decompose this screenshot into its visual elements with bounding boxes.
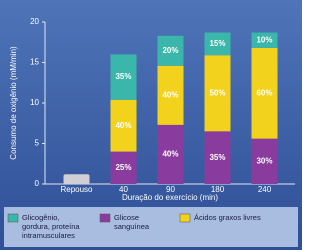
bar-segment	[204, 55, 231, 132]
share-label: 40%	[162, 90, 178, 99]
bar-segment	[204, 131, 231, 184]
share-label: 30%	[256, 156, 272, 165]
bar-segment	[251, 32, 278, 48]
bar-segment	[110, 54, 137, 100]
bar-segment	[110, 99, 137, 152]
share-label: 60%	[256, 88, 272, 97]
share-label: 20%	[162, 46, 178, 55]
share-label: 40%	[162, 150, 178, 159]
y-tick-label: 15	[30, 58, 39, 67]
y-tick-label: 0	[35, 179, 40, 188]
y-axis-title: Consumo de oxigênio (mM/min)	[9, 46, 18, 160]
share-label: 35%	[209, 153, 225, 162]
y-tick-label: 5	[35, 139, 40, 148]
share-label: 40%	[115, 121, 131, 130]
bar-segment	[251, 47, 278, 139]
share-label: 25%	[115, 163, 131, 172]
chart: Consumo de oxigênio (mM/min) Duração do …	[0, 0, 302, 250]
x-tick-label: Repouso	[60, 185, 93, 194]
legend-label: Glicogênio, gordura, proteína intramuscula…	[22, 213, 80, 240]
legend-swatch	[179, 213, 191, 223]
legend: Glicose sanguínea Ácidos graxos livres Glic…	[7, 213, 261, 240]
bar-segment	[204, 32, 231, 56]
bar-segment	[157, 124, 184, 184]
legend-swatch	[7, 213, 19, 223]
legend-swatch	[99, 213, 111, 223]
legend-label: Glicose sanguínea	[114, 213, 150, 231]
legend-panel	[4, 207, 298, 247]
bar-segment	[110, 151, 137, 184]
share-label: 15%	[209, 39, 225, 48]
bar-segment	[63, 174, 90, 184]
x-axis-title: Duração do exercício (min)	[122, 193, 218, 202]
bar-segment	[157, 35, 184, 66]
y-tick-label: 20	[30, 17, 39, 26]
y-tick-label: 10	[30, 98, 39, 107]
share-label: 10%	[256, 35, 272, 44]
x-tick-label: 240	[258, 185, 272, 194]
x-tick-label: 90	[166, 185, 175, 194]
bar-segment	[157, 65, 184, 125]
share-label: 35%	[115, 72, 131, 81]
bar-segment	[251, 138, 278, 184]
x-tick-label: 180	[211, 185, 225, 194]
x-tick-label: 40	[119, 185, 128, 194]
legend-label: Ácidos graxos livres	[194, 213, 261, 222]
share-label: 50%	[209, 88, 225, 97]
